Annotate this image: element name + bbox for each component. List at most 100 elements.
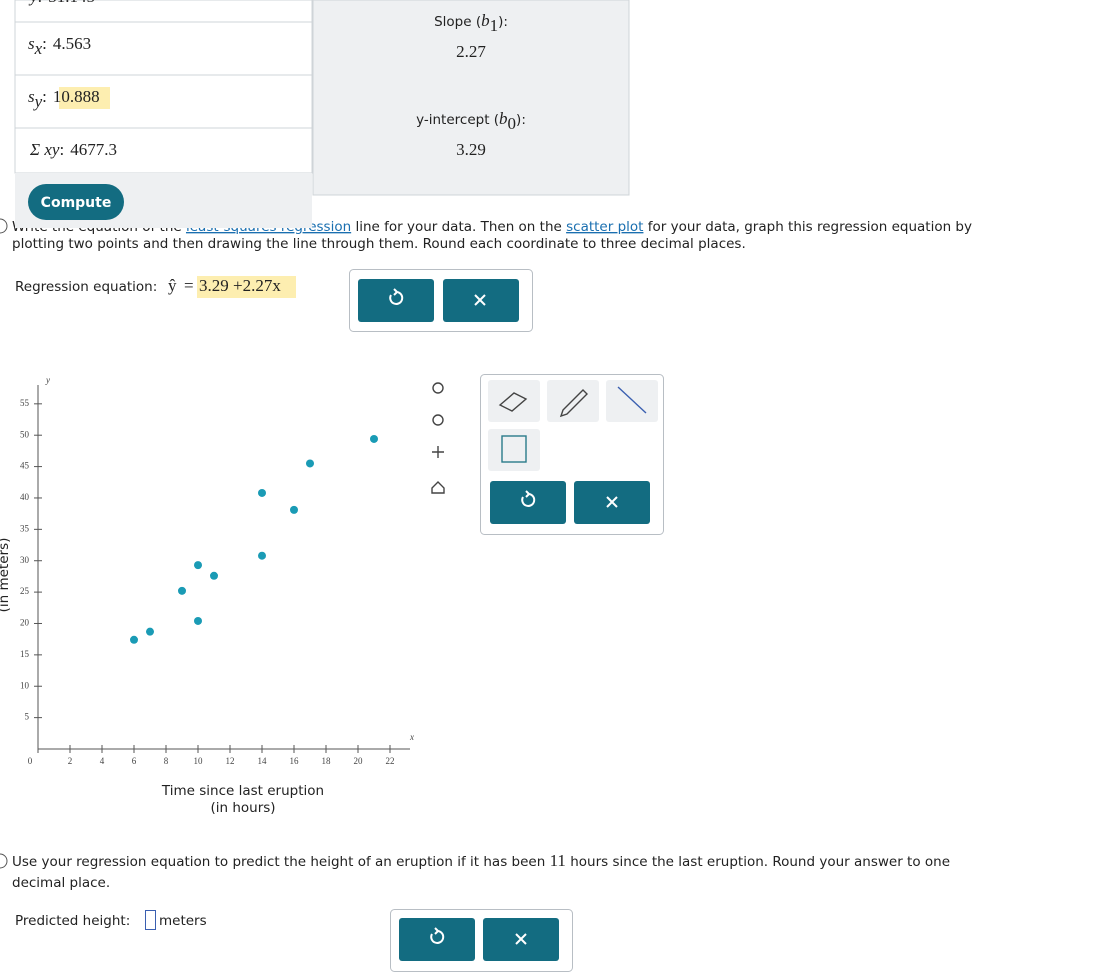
undo-button[interactable] <box>490 481 566 524</box>
part-c-text: decimal place. <box>12 875 110 891</box>
coef-close: ): <box>516 112 526 128</box>
x-tick-label: 6 <box>132 756 137 766</box>
y-tick-label: 25 <box>20 586 30 596</box>
background <box>0 0 664 972</box>
x-axis-title: (in hours) <box>210 800 275 816</box>
stat-sep: : <box>59 140 64 159</box>
stat-value: 31.145 <box>48 0 95 6</box>
y-tick-label: 55 <box>20 398 30 408</box>
coef-close: ): <box>498 14 508 30</box>
equals: = <box>184 276 194 295</box>
stat-value: 4677.3 <box>70 140 117 159</box>
coef-symbol: b <box>481 11 490 30</box>
coef-label: y-intercept (b0): <box>416 109 526 133</box>
button-icons <box>389 288 618 945</box>
stat: sy: 10.888 <box>28 87 100 111</box>
stat: Σ xy: 4677.3 <box>29 140 117 159</box>
x-tick-label: 10 <box>194 756 204 766</box>
x-tick-label: 12 <box>226 756 235 766</box>
point <box>258 551 266 560</box>
y-tick-label: 15 <box>20 649 30 659</box>
stat-sub: x <box>34 39 43 58</box>
y-tick-label: 50 <box>20 429 30 439</box>
coef-value: 3.29 <box>456 140 486 159</box>
regression-label: Regression equation: <box>15 279 157 295</box>
stat-symbol: s <box>28 34 35 53</box>
eraser-tool[interactable] <box>488 380 540 422</box>
text: line for your data. Then on the <box>351 219 566 235</box>
x-tick-label: 16 <box>290 756 300 766</box>
coef-text: y-intercept ( <box>416 112 499 128</box>
y-hat: ŷ <box>168 276 177 295</box>
x-tick-label: 18 <box>322 756 332 766</box>
stat-sep: : <box>42 34 47 53</box>
text: for your data, graph this regression equ… <box>643 219 972 235</box>
stat-sep: : <box>38 0 43 6</box>
y-tick-label: 10 <box>20 680 30 690</box>
text: decimal place. <box>12 875 110 891</box>
x-tick-label: 4 <box>100 756 105 766</box>
y-tick-label: 5 <box>25 712 30 722</box>
text: Use your regression equation to predict … <box>12 854 550 870</box>
undo-button[interactable] <box>399 918 475 961</box>
x-tick-label: 20 <box>354 756 364 766</box>
answer-input[interactable] <box>145 910 156 930</box>
x-tick-label: 22 <box>386 756 395 766</box>
stat: ȳ:31.145 <box>28 0 95 6</box>
x-tick-label: 8 <box>164 756 169 766</box>
text: 11 <box>550 851 566 870</box>
y-axis-title: (in meters) <box>0 538 12 613</box>
predicted-unit: meters <box>159 913 207 929</box>
y-tick-label: 45 <box>20 461 30 471</box>
coef-value: 2.27 <box>456 42 486 61</box>
x-tick-label: 0 <box>28 756 33 766</box>
x-tick-label: 2 <box>68 756 73 766</box>
point <box>194 561 202 570</box>
text: hours since the last eruption. Round you… <box>566 854 950 870</box>
coef-text: Slope ( <box>434 14 481 30</box>
point <box>146 627 154 636</box>
point <box>306 459 314 468</box>
coef-symbol: b <box>499 109 508 128</box>
point <box>290 505 298 514</box>
point <box>178 586 186 595</box>
predicted-label: Predicted height: <box>15 913 130 929</box>
stat-symbol: Σ xy <box>29 140 60 159</box>
stat-symbol: s <box>28 87 35 106</box>
regression-expression: 3.29 +2.27x <box>199 276 281 295</box>
y-tick-label: 35 <box>20 523 30 533</box>
stat-sub: y <box>33 92 43 111</box>
coef-sub: 0 <box>508 114 517 133</box>
stat-sep: : <box>42 87 47 106</box>
coef-sub: 1 <box>490 16 499 35</box>
point-tool[interactable] <box>488 429 540 471</box>
y-tick-label: 40 <box>20 492 30 502</box>
point <box>370 434 378 443</box>
undo-button[interactable] <box>358 279 434 322</box>
point <box>194 616 202 625</box>
line-tool[interactable] <box>606 380 658 422</box>
x-axis-label: x <box>409 732 414 742</box>
x-tick-label: 14 <box>258 756 268 766</box>
pencil-tool[interactable] <box>547 380 599 422</box>
point <box>258 488 266 497</box>
text: plotting two points and then drawing the… <box>12 236 746 252</box>
link[interactable]: scatter plot <box>566 219 643 235</box>
part-c-text: Use your regression equation to predict … <box>12 851 950 870</box>
point <box>210 571 218 580</box>
coef-label: Slope (b1): <box>434 11 508 35</box>
y-tick-label: 20 <box>20 618 30 628</box>
stat: sx: 4.563 <box>28 34 91 58</box>
stat-value: 10.888 <box>53 87 100 106</box>
compute-label[interactable]: Compute <box>41 195 112 211</box>
stat-value: 4.563 <box>53 34 91 53</box>
stat-symbol: ȳ <box>28 0 38 6</box>
y-tick-label: 30 <box>20 555 30 565</box>
tool-icons <box>431 382 647 494</box>
y-axis-label: y <box>45 375 50 385</box>
compute-button[interactable] <box>28 184 124 220</box>
x-axis-title: Time since last eruption <box>161 783 324 799</box>
part-b-text: plotting two points and then drawing the… <box>12 236 746 252</box>
